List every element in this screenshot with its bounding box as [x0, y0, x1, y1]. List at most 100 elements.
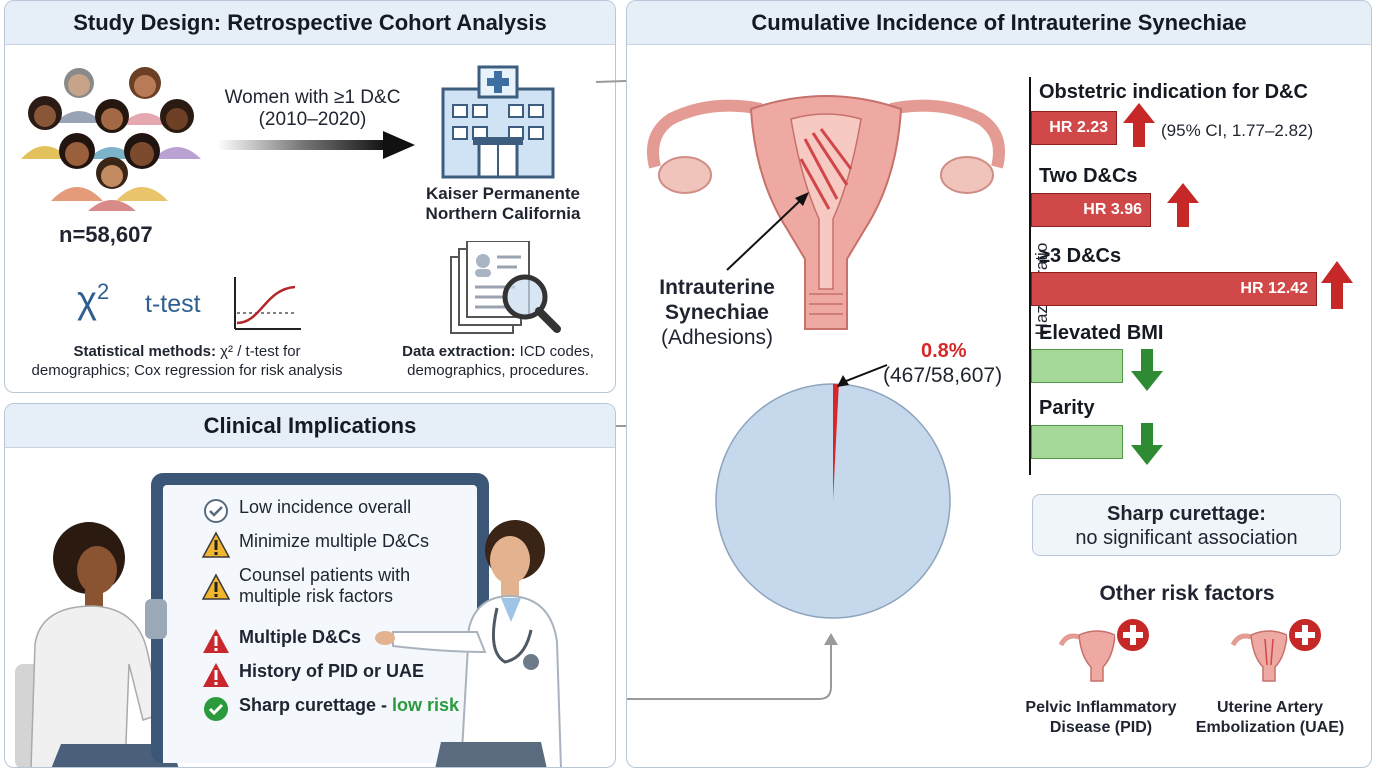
pid-label-line1: Pelvic Inflammatory	[1025, 699, 1177, 716]
hr-bar-two-dc: HR 3.96	[1031, 193, 1151, 227]
pid-uterus-icon	[1058, 617, 1151, 682]
study-site: Kaiser Permanente Northern California	[413, 184, 593, 224]
uae-label: Uterine Artery Embolization (UAE)	[1175, 698, 1365, 738]
arrow-up-icon	[1123, 103, 1155, 147]
uterus-label-line3: (Adhesions)	[660, 326, 774, 349]
statistical-methods-label: Statistical methods:	[73, 343, 216, 360]
hr-value-obstetric: HR 2.23	[1049, 119, 1108, 136]
sample-size: n=58,607	[59, 222, 153, 247]
check-circle-icon	[204, 499, 228, 523]
warning-icon	[201, 573, 231, 600]
clinical-implications-panel: Clinical Implications Low incidence over…	[4, 403, 616, 768]
checklist-item-label-line2: multiple risk factors	[239, 586, 394, 606]
data-extraction-label: Data extraction:	[402, 343, 516, 360]
other-risk-factors-title: Other risk factors	[1099, 582, 1275, 605]
checklist-item-label: Low incidence overall	[239, 497, 412, 517]
checklist-item-label-line1: Counsel patients with	[239, 565, 411, 585]
checklist-item-multiple-dc: Multiple D&Cs	[201, 627, 361, 655]
factor-bmi-label: Elevated BMI	[1039, 322, 1164, 344]
checklist-item-separator: -	[376, 695, 393, 715]
study-site-line1: Kaiser Permanente	[425, 184, 581, 203]
hospital-icon	[441, 65, 555, 179]
board-clip	[145, 599, 167, 639]
pid-label: Pelvic Inflammatory Disease (PID)	[1011, 698, 1191, 738]
checklist-item-label: Minimize multiple D&Cs	[239, 531, 430, 551]
cox-curve-icon	[234, 277, 301, 330]
clinical-implications-title: Clinical Implications	[5, 404, 615, 448]
alert-icon	[203, 663, 229, 687]
hazard-ratio-axis	[1029, 77, 1031, 475]
pie-pointer-arrow-icon	[837, 364, 888, 387]
incidence-count: (467/58,607)	[883, 364, 1003, 387]
pie-connector-arrow	[627, 633, 838, 700]
statistical-methods: Statistical methods: χ² / t-test for dem…	[11, 342, 363, 380]
data-extraction-text1: ICD codes,	[515, 343, 594, 360]
uterus-label: Intrauterine Synechiae (Adhesions)	[637, 275, 797, 350]
chi-square-symbol: χ2	[77, 279, 109, 323]
clinical-checklist-board: Low incidence overall Minimize multiple …	[145, 473, 489, 763]
data-extraction: Data extraction: ICD codes, demographics…	[385, 342, 611, 380]
cohort-label-line2: (2010–2020)	[258, 109, 367, 130]
hr-bar-obstetric: HR 2.23	[1031, 111, 1117, 145]
sharp-curettage-box: Sharp curettage: no significant associat…	[1032, 494, 1341, 556]
pid-label-line2: Disease (PID)	[1049, 719, 1153, 736]
chi-symbol: χ	[77, 279, 97, 322]
document-search-icon	[450, 241, 561, 334]
pie-slice-synechiae	[833, 384, 839, 501]
checklist-item-label: Sharp curettage	[239, 695, 377, 715]
doctor-illustration	[375, 520, 562, 767]
clinical-checklist-sheet: Low incidence overall Minimize multiple …	[163, 485, 477, 763]
hr-value-two-dc: HR 3.96	[1083, 201, 1142, 218]
uterus-illustration	[647, 95, 1005, 330]
checklist-item-label: History of PID or UAE	[239, 661, 425, 681]
checklist-item-minimize-dc: Minimize multiple D&Cs	[201, 531, 429, 559]
factor-parity-label: Parity	[1039, 397, 1095, 419]
factor-obstetric-label: Obstetric indication for D&C	[1039, 81, 1308, 103]
factor-three-dc-label: ≥3 D&Cs	[1039, 245, 1122, 267]
hr-bar-three-dc: HR 12.42	[1031, 272, 1317, 306]
cohort-label: Women with ≥1 D&C (2010–2020)	[205, 87, 420, 131]
arrow-up-icon	[1321, 261, 1353, 309]
checklist-item-low-incidence: Low incidence overall	[201, 497, 411, 525]
uae-label-line2: Embolization (UAE)	[1195, 719, 1345, 736]
study-site-line2: Northern California	[425, 204, 581, 223]
women-group-illustration	[21, 67, 201, 211]
data-extraction-text2: demographics, procedures.	[407, 362, 589, 379]
uterus-label-line2: Synechiae	[665, 301, 769, 324]
checklist-item-counsel: Counsel patients with multiple risk facto…	[201, 565, 410, 607]
cohort-label-line1: Women with ≥1 D&C	[224, 87, 401, 108]
study-design-title: Study Design: Retrospective Cohort Analy…	[5, 1, 615, 45]
factor-two-dc-label: Two D&Cs	[1039, 165, 1138, 187]
patient-illustration	[15, 522, 179, 767]
hr-bar-parity	[1031, 425, 1123, 459]
hr-bar-bmi	[1031, 349, 1123, 383]
arrow-down-icon	[1131, 423, 1163, 465]
checklist-item-label: Multiple D&Cs	[239, 627, 362, 647]
alert-icon	[203, 629, 229, 653]
low-risk-label: low risk	[392, 695, 460, 715]
green-check-icon	[204, 697, 228, 721]
adhesion-pointer-arrow-icon	[726, 192, 809, 271]
arrow-up-icon	[1167, 183, 1199, 227]
study-design-panel: Study Design: Retrospective Cohort Analy…	[4, 0, 616, 393]
incidence-panel: Cumulative Incidence of Intrauterine Syn…	[626, 0, 1372, 768]
incidence-pie-chart	[715, 383, 951, 619]
statistical-methods-text2: demographics; Cox regression for risk an…	[31, 362, 343, 379]
checklist-item-pid-uae: History of PID or UAE	[201, 661, 424, 689]
warning-icon	[201, 531, 231, 558]
t-test-label: t-test	[145, 290, 201, 318]
cohort-arrow-icon	[217, 131, 415, 159]
chi-exponent: 2	[96, 279, 110, 304]
incidence-title: Cumulative Incidence of Intrauterine Syn…	[627, 1, 1371, 45]
uae-label-line1: Uterine Artery	[1216, 699, 1324, 716]
checklist-item-sharp-curettage: Sharp curettage - low risk	[201, 695, 459, 723]
ci-obstetric: (95% CI, 1.77–2.82)	[1161, 121, 1314, 140]
uae-uterus-icon	[1230, 617, 1323, 682]
statistical-methods-text1: χ² / t-test for	[215, 343, 301, 360]
incidence-percent: 0.8%	[921, 340, 967, 362]
sharp-curettage-text: no significant association	[1075, 527, 1298, 549]
arrow-down-icon	[1131, 349, 1163, 391]
sharp-curettage-title: Sharp curettage:	[1107, 503, 1266, 525]
hr-value-three-dc: HR 12.42	[1240, 280, 1308, 297]
uterus-label-line1: Intrauterine	[659, 276, 775, 299]
